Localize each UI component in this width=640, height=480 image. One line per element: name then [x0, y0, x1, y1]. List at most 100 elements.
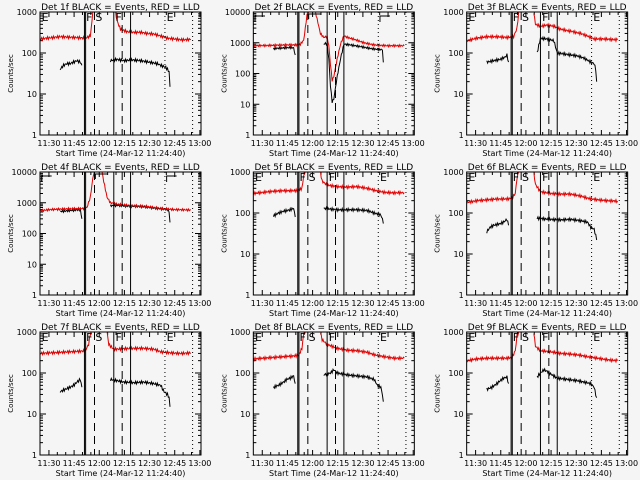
attenuator-state-label: E — [42, 11, 49, 24]
x-tick-label: 12:45 — [377, 459, 400, 468]
attenuator-state-label: E — [380, 171, 387, 184]
y-tick-label: 1 — [32, 451, 37, 460]
x-tick-label: 13:00 — [402, 139, 425, 148]
y-axis-label: Counts/sec — [434, 54, 442, 93]
x-tick-label: 12:00 — [88, 139, 111, 148]
attenuator-state-label: F — [115, 331, 121, 344]
attenuator-state-label: E — [468, 171, 475, 184]
attenuator-bracket — [41, 175, 52, 182]
y-tick-label: 10000 — [12, 168, 37, 177]
x-tick-label: 12:15 — [326, 299, 349, 308]
x-tick-label: 11:45 — [489, 299, 512, 308]
x-tick-label: 12:00 — [301, 299, 324, 308]
x-tick-label: 13:00 — [615, 459, 638, 468]
y-axis-label: Counts/sec — [220, 374, 228, 413]
x-tick-label: 12:45 — [590, 459, 613, 468]
x-tick-label: 11:45 — [276, 139, 299, 148]
chart-panel: Det 7f BLACK = Events, RED = LLD Counts/s… — [7, 323, 211, 478]
plot-frame — [252, 171, 415, 296]
x-tick-label: 12:00 — [514, 139, 537, 148]
x-tick-label: 12:15 — [326, 459, 349, 468]
events-series-line — [486, 217, 510, 234]
lld-series-line — [533, 13, 618, 43]
chart-title: Det 5f BLACK = Events, RED = LLD — [254, 163, 413, 173]
y-tick-label: 1000 — [443, 8, 463, 17]
x-tick-label: 12:30 — [351, 299, 374, 308]
x-tick-label: 12:30 — [565, 139, 588, 148]
events-series-line — [59, 207, 83, 219]
attenuator-bracket — [254, 15, 266, 22]
x-tick-label: 12:45 — [377, 139, 400, 148]
plot-frame — [39, 171, 202, 296]
attenuator-state-label: F — [329, 331, 335, 344]
lld-series-line — [40, 172, 96, 213]
y-axis-label: Counts/sec — [434, 374, 442, 413]
events-series-line — [536, 367, 598, 398]
attenuator-state-label: S — [522, 331, 529, 344]
x-tick-label: 12:00 — [301, 139, 324, 148]
lld-series-line — [40, 332, 93, 357]
plot-area — [40, 332, 192, 407]
y-tick-label: 10 — [27, 410, 37, 419]
x-tick-label: 11:30 — [251, 299, 274, 308]
attenuator-state-label: E — [593, 11, 600, 24]
x-axis-label: Start Time (24-Mar-12 11:24:40) — [482, 469, 612, 478]
attenuator-state-label: F — [542, 171, 548, 184]
chart-title: Det 1f BLACK = Events, RED = LLD — [41, 3, 200, 13]
x-axis-label: Start Time (24-Mar-12 11:24:40) — [269, 469, 399, 478]
events-series-line — [486, 53, 510, 65]
x-tick-label: 11:30 — [464, 459, 487, 468]
attenuator-state-label: F — [513, 331, 519, 344]
chart-panel: Det 9f BLACK = Events, RED = LLD Counts/s… — [434, 323, 638, 478]
x-tick-label: 12:15 — [326, 139, 349, 148]
attenuator-state-label: F — [513, 11, 519, 24]
events-series-line — [272, 45, 296, 56]
y-tick-label: 1 — [245, 291, 250, 300]
x-tick-label: 12:45 — [590, 299, 613, 308]
lld-series-line — [253, 172, 306, 197]
chart-title: Det 4f BLACK = Events, RED = LLD — [41, 163, 200, 173]
attenuator-state-label: E — [255, 331, 262, 344]
plot-frame — [466, 11, 629, 136]
events-series-line — [323, 205, 384, 224]
x-tick-label: 13:00 — [188, 139, 211, 148]
x-axis-label: Start Time (24-Mar-12 11:24:40) — [56, 469, 186, 478]
x-tick-label: 12:30 — [351, 459, 374, 468]
events-series-line — [272, 206, 296, 219]
y-tick-label: 1000 — [443, 328, 463, 337]
y-tick-label: 1 — [245, 131, 250, 140]
x-tick-label: 12:15 — [113, 139, 136, 148]
attenuator-bracket — [379, 15, 390, 22]
y-tick-label: 10 — [240, 250, 250, 259]
y-axis-label: Counts/sec — [220, 214, 228, 253]
x-tick-label: 11:45 — [276, 459, 299, 468]
x-tick-label: 12:15 — [540, 459, 563, 468]
x-tick-label: 12:30 — [138, 299, 161, 308]
lld-series-line — [253, 332, 306, 362]
y-tick-label: 1 — [32, 291, 37, 300]
x-tick-label: 11:30 — [464, 299, 487, 308]
y-tick-label: 1000 — [443, 168, 463, 177]
y-tick-label: 10 — [27, 260, 37, 269]
plot-area — [253, 12, 405, 104]
x-axis-label: Start Time (24-Mar-12 11:24:40) — [269, 309, 399, 318]
events-series-line — [109, 56, 171, 87]
plot-area — [466, 172, 618, 241]
x-tick-label: 13:00 — [402, 459, 425, 468]
y-tick-label: 1 — [459, 291, 464, 300]
plot-frame — [252, 331, 415, 456]
lld-series-line — [466, 12, 520, 43]
attenuator-state-label: F — [542, 331, 548, 344]
chart-panel: Det 3f BLACK = Events, RED = LLD Counts/s… — [434, 3, 638, 158]
y-tick-label: 10 — [240, 100, 250, 109]
chart-panel: Det 2f BLACK = Events, RED = LLD Counts/s… — [220, 3, 424, 158]
attenuator-state-label: F — [86, 11, 92, 24]
x-tick-label: 11:45 — [63, 299, 86, 308]
y-tick-label: 1000 — [230, 168, 250, 177]
x-tick-label: 11:30 — [37, 459, 60, 468]
attenuator-state-label: F — [86, 331, 92, 344]
plot-area — [253, 332, 405, 402]
lld-series-line — [533, 172, 618, 204]
events-series-line — [323, 368, 384, 402]
